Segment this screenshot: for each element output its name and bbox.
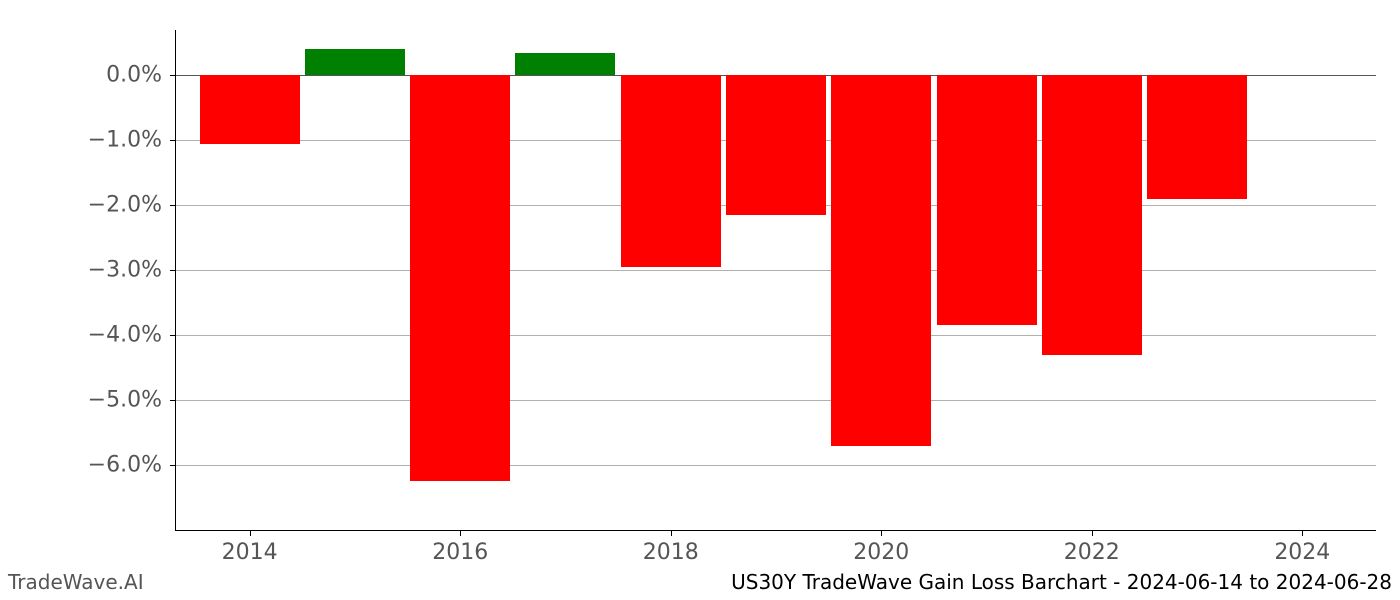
bar: [200, 75, 300, 143]
y-tick-label: −5.0%: [88, 388, 176, 413]
y-tick-label: −6.0%: [88, 453, 176, 478]
y-tick-label: −4.0%: [88, 323, 176, 348]
x-tick-label: 2018: [643, 530, 699, 565]
plot-area: 0.0%−1.0%−2.0%−3.0%−4.0%−5.0%−6.0%201420…: [175, 30, 1376, 531]
footer-right-text: US30Y TradeWave Gain Loss Barchart - 202…: [731, 570, 1392, 594]
x-tick-label: 2016: [432, 530, 488, 565]
footer-left-text: TradeWave.AI: [8, 570, 144, 594]
bar: [1147, 75, 1247, 198]
x-tick-label: 2022: [1064, 530, 1120, 565]
bar: [937, 75, 1037, 325]
bar: [305, 49, 405, 75]
bar: [410, 75, 510, 481]
y-tick-label: −2.0%: [88, 193, 176, 218]
x-tick-label: 2014: [222, 530, 278, 565]
y-tick-label: −1.0%: [88, 128, 176, 153]
y-gridline: [176, 400, 1376, 401]
y-tick-label: −3.0%: [88, 258, 176, 283]
bar: [831, 75, 931, 445]
y-gridline: [176, 270, 1376, 271]
bar: [1042, 75, 1142, 354]
bar: [726, 75, 826, 215]
x-tick-label: 2024: [1274, 530, 1330, 565]
x-tick-label: 2020: [853, 530, 909, 565]
chart-container: 0.0% −1.0% −2.0% −3.0% −4.0% −5.0% −6.0% 2014 20…: [0, 0, 1400, 600]
y-gridline: [176, 335, 1376, 336]
y-gridline: [176, 465, 1376, 466]
bar: [515, 53, 615, 76]
y-tick-label: 0.0%: [106, 63, 176, 88]
bar: [621, 75, 721, 267]
